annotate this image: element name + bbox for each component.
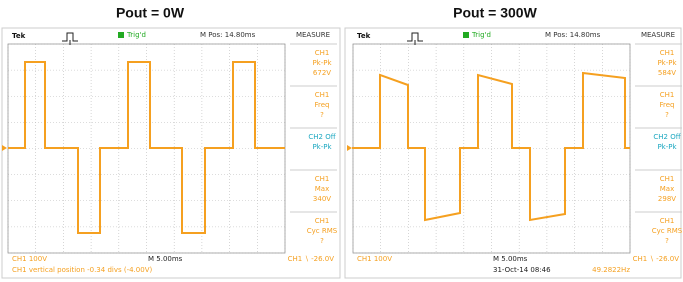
menu-title: MEASURE <box>296 31 330 39</box>
measurement: CH1 <box>315 217 330 225</box>
measurement: Max <box>315 185 329 193</box>
measurement: 340V <box>313 195 331 203</box>
frequency: 49.2822Hz <box>592 266 630 274</box>
screen <box>2 28 340 278</box>
scope-panel: Pout = 300W Tek Trig'd M Pos: 14.80ms MEASUR… <box>345 5 683 278</box>
brand: Tek <box>357 32 371 40</box>
measurement: Pk-Pk <box>312 59 332 67</box>
measurement: CH1 <box>315 49 330 57</box>
measurement: Max <box>660 185 674 193</box>
measurement: ? <box>665 237 669 245</box>
brand: Tek <box>12 32 26 40</box>
measurement: Pk-Pk <box>657 59 677 67</box>
trigger-level: CH1 ∖ -26.0V <box>633 255 680 263</box>
measurement: CH1 <box>660 217 675 225</box>
trigger-status: Trig'd <box>126 31 146 39</box>
timebase: M 5.00ms <box>493 255 528 263</box>
measurement: CH1 <box>660 49 675 57</box>
position: M Pos: 14.80ms <box>200 31 256 39</box>
trigger-level: CH1 ∖ -26.0V <box>288 255 335 263</box>
measurement: 298V <box>658 195 676 203</box>
measurement: CH1 <box>315 91 330 99</box>
measurement: CH1 <box>660 91 675 99</box>
screenshot: Pout = 0W Tek Trig'd M Pos: 14.80ms MEASURE C… <box>0 0 683 282</box>
measurement: CH1 <box>315 175 330 183</box>
measurement: ? <box>320 237 324 245</box>
channel-scale: CH1 100V <box>357 255 392 263</box>
measurement: 672V <box>313 69 331 77</box>
measurement: Freq <box>660 101 675 109</box>
status-message: CH1 vertical position -0.34 divs (-4.00V… <box>12 266 152 274</box>
panel-title: Pout = 0W <box>116 5 185 21</box>
measurement: Freq <box>315 101 330 109</box>
measurement: ? <box>665 111 669 119</box>
trigger-badge <box>118 32 124 38</box>
menu-title: MEASURE <box>641 31 675 39</box>
screen <box>345 28 681 278</box>
measurement: CH2 Off <box>653 133 680 141</box>
measurement: CH2 Off <box>308 133 335 141</box>
date: 31-Oct-14 08:46 <box>493 266 551 274</box>
timebase: M 5.00ms <box>148 255 183 263</box>
measurement: Cyc RMS <box>307 227 338 235</box>
scope-panel: Pout = 0W Tek Trig'd M Pos: 14.80ms MEASURE C… <box>2 5 340 278</box>
measurement: Pk-Pk <box>312 143 332 151</box>
measurement: Pk-Pk <box>657 143 677 151</box>
panel-title: Pout = 300W <box>453 5 537 21</box>
position: M Pos: 14.80ms <box>545 31 601 39</box>
measurement: ? <box>320 111 324 119</box>
measurement: 584V <box>658 69 676 77</box>
measurement: CH1 <box>660 175 675 183</box>
trigger-status: Trig'd <box>471 31 491 39</box>
trigger-badge <box>463 32 469 38</box>
measurement: Cyc RMS <box>652 227 683 235</box>
channel-scale: CH1 100V <box>12 255 47 263</box>
